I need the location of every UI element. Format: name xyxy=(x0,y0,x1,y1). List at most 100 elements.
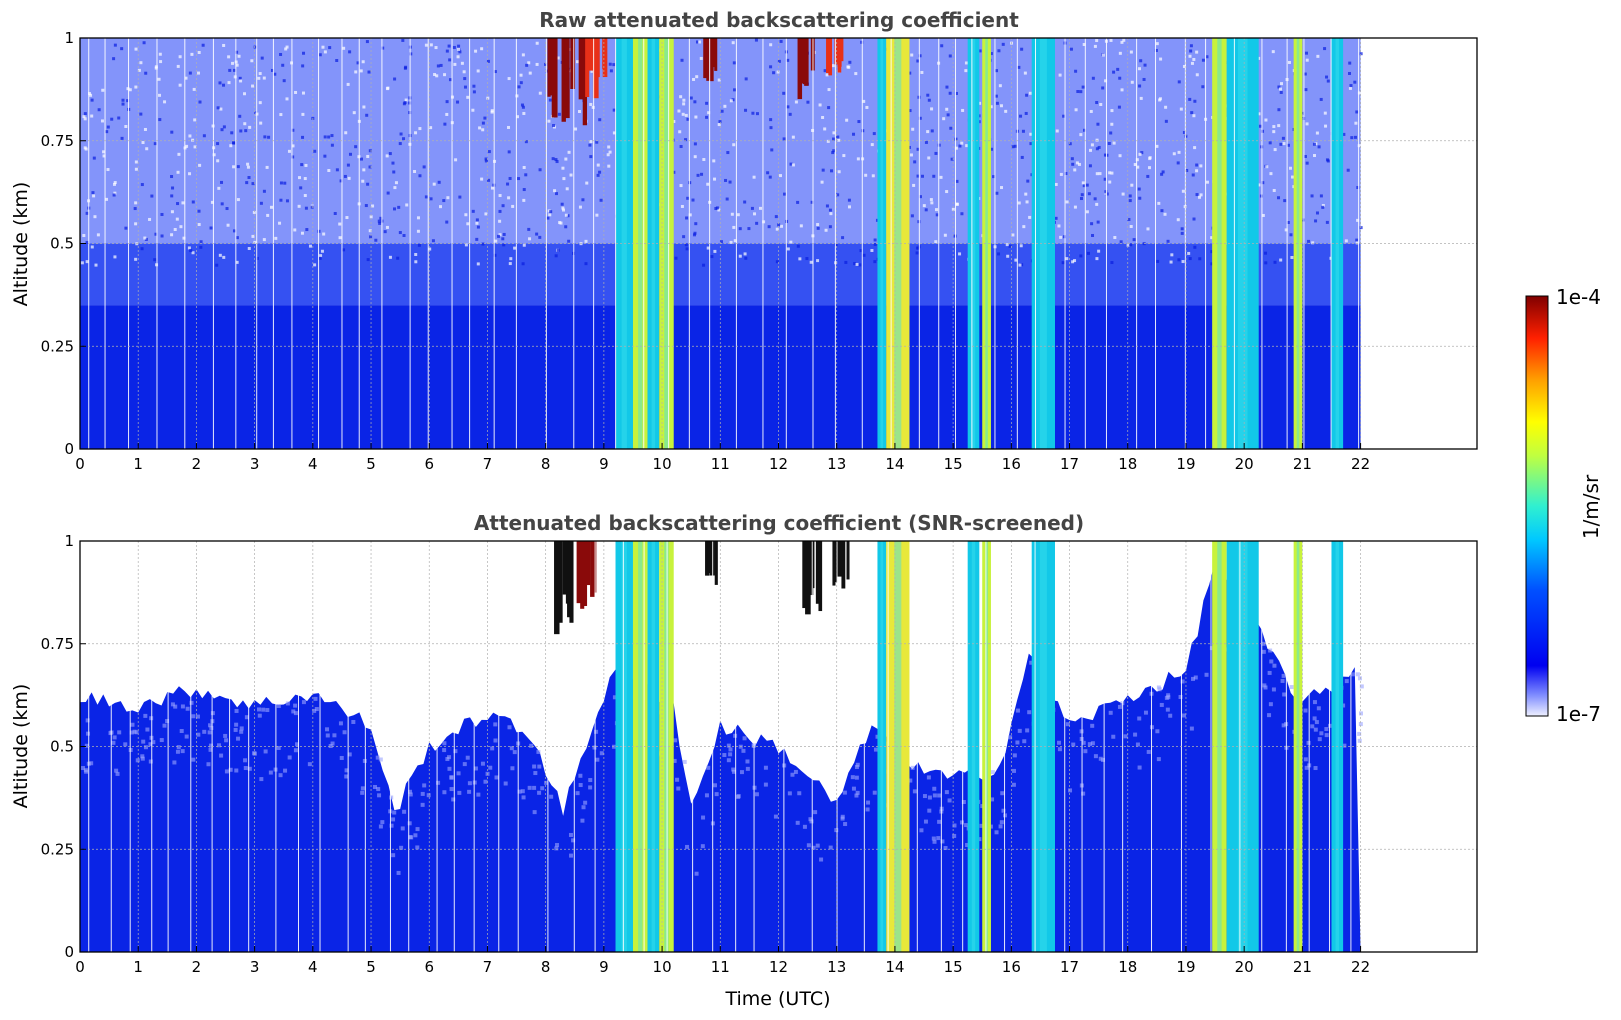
noise-speck xyxy=(445,49,449,53)
fringe-speck xyxy=(908,778,913,783)
noise-speck xyxy=(1286,143,1290,147)
noise-speck xyxy=(1316,54,1320,58)
noise-speck xyxy=(680,58,684,62)
noise-speck xyxy=(1069,47,1073,51)
noise-speck xyxy=(942,117,946,121)
noise-speck xyxy=(344,131,348,135)
noise-speck xyxy=(82,115,86,119)
noise-speck xyxy=(328,46,332,50)
noise-speck xyxy=(1139,59,1143,63)
noise-speck xyxy=(236,198,240,202)
fringe-speck xyxy=(342,730,347,735)
fringe-speck xyxy=(408,835,413,840)
noise-speck xyxy=(789,240,793,244)
noise-speck xyxy=(366,154,370,158)
noise-speck xyxy=(607,145,611,149)
x-tick-label: 12 xyxy=(769,455,788,473)
fringe-speck xyxy=(291,709,296,714)
noise-speck xyxy=(693,100,697,104)
noise-speck xyxy=(320,249,324,253)
noise-speck xyxy=(364,204,368,208)
noise-speck xyxy=(743,200,747,204)
noise-speck xyxy=(1277,124,1281,128)
noise-speck xyxy=(498,233,502,237)
noise-speck xyxy=(766,171,770,175)
fringe-speck xyxy=(1155,729,1160,734)
noise-speck xyxy=(159,60,163,64)
noise-speck xyxy=(852,132,856,136)
noise-speck xyxy=(1355,241,1359,245)
noise-speck xyxy=(197,71,201,75)
fringe-speck xyxy=(1146,749,1151,754)
fringe-speck xyxy=(145,727,150,732)
noise-speck xyxy=(285,199,289,203)
noise-speck xyxy=(728,180,732,184)
x-axis-label: Time (UTC) xyxy=(724,988,830,1010)
noise-speck xyxy=(97,108,101,112)
noise-speck xyxy=(273,72,277,76)
fringe-speck xyxy=(932,786,937,791)
fringe-speck xyxy=(442,790,447,795)
fringe-speck xyxy=(512,750,517,755)
noise-speck xyxy=(113,255,117,259)
fringe-speck xyxy=(399,845,404,850)
fringe-speck xyxy=(1001,808,1006,813)
noise-speck xyxy=(547,209,551,213)
noise-speck xyxy=(1118,154,1122,158)
noise-speck xyxy=(429,126,433,130)
noise-speck xyxy=(1137,187,1141,191)
fringe-speck xyxy=(544,780,549,785)
cloud-column-core xyxy=(1237,38,1248,449)
fringe-speck xyxy=(1324,727,1329,732)
noise-speck xyxy=(235,63,239,67)
y-tick-label: 0.75 xyxy=(41,635,74,653)
noise-speck xyxy=(1085,210,1089,214)
noise-speck xyxy=(158,118,162,122)
fringe-speck xyxy=(81,766,86,771)
fringe-speck xyxy=(123,742,128,747)
fringe-speck xyxy=(378,757,383,762)
fringe-speck xyxy=(287,755,292,760)
noise-speck xyxy=(517,177,521,181)
noise-speck xyxy=(544,62,548,66)
noise-speck xyxy=(365,113,369,117)
fringe-speck xyxy=(451,797,456,802)
fringe-speck xyxy=(994,830,999,835)
noise-speck xyxy=(782,91,786,95)
noise-speck xyxy=(226,223,230,227)
fringe-speck xyxy=(1359,684,1364,689)
noise-speck xyxy=(776,70,780,74)
fringe-speck xyxy=(140,756,145,761)
y-tick-label: 0.25 xyxy=(41,337,74,355)
fringe-speck xyxy=(1081,791,1086,796)
noise-speck xyxy=(198,163,202,167)
noise-speck xyxy=(555,160,559,164)
noise-speck xyxy=(564,225,568,229)
noise-speck xyxy=(1121,192,1125,196)
noise-speck xyxy=(83,117,87,121)
noise-speck xyxy=(1028,91,1032,95)
noise-speck xyxy=(232,165,236,169)
noise-speck xyxy=(436,64,440,68)
noise-speck xyxy=(825,73,829,77)
fringe-speck xyxy=(1357,738,1362,743)
noise-speck xyxy=(303,177,307,181)
noise-speck xyxy=(475,221,479,225)
noise-speck xyxy=(1264,261,1268,265)
fringe-speck xyxy=(1015,740,1020,745)
noise-speck xyxy=(823,127,827,131)
fringe-speck xyxy=(797,791,802,796)
noise-speck xyxy=(875,218,879,222)
noise-speck xyxy=(1192,114,1196,118)
noise-speck xyxy=(112,193,116,197)
noise-speck xyxy=(113,43,117,47)
noise-speck xyxy=(154,232,158,236)
strong-feature xyxy=(837,541,843,569)
strong-feature xyxy=(567,541,573,618)
noise-speck xyxy=(1019,244,1023,248)
noise-speck xyxy=(139,61,143,65)
noise-speck xyxy=(826,139,830,143)
noise-speck xyxy=(362,105,366,109)
noise-speck xyxy=(87,92,91,96)
noise-speck xyxy=(930,129,934,133)
